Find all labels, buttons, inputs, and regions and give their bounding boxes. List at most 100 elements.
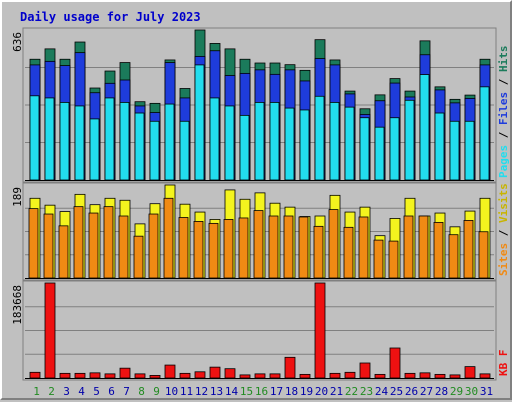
top-bar-pages-day-5 — [89, 118, 100, 181]
middle-bar-sites-day-29 — [448, 234, 459, 279]
top-bar-pages-day-13 — [209, 97, 220, 181]
top-bar-pages-day-1 — [29, 95, 40, 181]
top-bar-pages-day-11 — [179, 120, 190, 181]
top-bar-pages-day-26 — [404, 99, 415, 181]
bottom-bar-kb-f-day-2 — [44, 282, 56, 379]
middle-bar-sites-day-31 — [478, 231, 489, 279]
bottom-bar-kb-f-day-12 — [194, 371, 206, 379]
day-label-4: 4 — [78, 385, 85, 398]
day-label-11: 11 — [180, 385, 193, 398]
middle-bar-sites-day-1 — [28, 208, 39, 279]
day-label-31: 31 — [480, 385, 493, 398]
bottom-bar-kb-f-day-31 — [479, 373, 491, 379]
day-label-27: 27 — [420, 385, 433, 398]
top-bar-pages-day-19 — [299, 109, 310, 181]
top-bar-pages-day-15 — [239, 114, 250, 181]
bottom-bar-kb-f-day-25 — [389, 347, 401, 379]
day-label-17: 17 — [270, 385, 283, 398]
bottom-bar-kb-f-day-22 — [344, 371, 356, 379]
day-label-18: 18 — [285, 385, 298, 398]
top-bar-pages-day-25 — [389, 117, 400, 181]
bottom-bar-kb-f-day-6 — [104, 373, 116, 379]
day-label-24: 24 — [375, 385, 389, 398]
bottom-bar-kb-f-day-16 — [254, 373, 266, 379]
bottom-panel-border — [22, 280, 497, 381]
middle-bar-sites-day-10 — [163, 197, 174, 279]
top-ymax-label: 636 — [11, 32, 24, 52]
top-bar-pages-day-10 — [164, 103, 175, 181]
bottom-right-label: KB F — [497, 350, 510, 377]
top-bar-pages-day-27 — [419, 74, 430, 181]
day-label-28: 28 — [435, 385, 448, 398]
bottom-bar-kb-f-day-5 — [89, 372, 101, 379]
legend-visits: Visits — [497, 183, 510, 223]
top-bar-pages-day-23 — [359, 117, 370, 181]
middle-bar-sites-day-9 — [148, 213, 159, 279]
day-label-3: 3 — [63, 385, 70, 398]
legend--/-: / — [497, 223, 510, 243]
middle-bar-sites-day-24 — [373, 239, 384, 279]
day-label-9: 9 — [153, 385, 160, 398]
day-label-19: 19 — [300, 385, 313, 398]
bottom-bar-kb-f-day-7 — [119, 367, 131, 379]
day-label-2: 2 — [48, 385, 55, 398]
day-label-10: 10 — [165, 385, 178, 398]
legend-kb-f: KB F — [497, 350, 510, 377]
bottom-bar-kb-f-day-17 — [269, 373, 281, 379]
middle-bar-sites-day-20 — [313, 225, 324, 279]
middle-bar-sites-day-21 — [328, 209, 339, 279]
bottom-bar-kb-f-day-26 — [404, 372, 416, 379]
middle-bar-sites-day-11 — [178, 217, 189, 279]
legend--/-: / — [497, 125, 510, 145]
middle-bar-sites-day-30 — [463, 220, 474, 279]
legend-sites: Sites — [497, 243, 510, 276]
middle-bar-sites-day-22 — [343, 226, 354, 279]
legend-files: Files — [497, 92, 510, 125]
top-bar-pages-day-2 — [44, 97, 55, 181]
day-label-7: 7 — [123, 385, 130, 398]
bottom-bar-kb-f-day-18 — [284, 356, 296, 379]
top-bar-pages-day-30 — [464, 120, 475, 181]
top-bar-pages-day-31 — [479, 86, 490, 181]
middle-bar-sites-day-14 — [223, 219, 234, 279]
top-bar-pages-day-9 — [149, 120, 160, 181]
top-bar-pages-day-29 — [449, 120, 460, 181]
bottom-bar-kb-f-day-24 — [374, 373, 386, 379]
middle-bar-sites-day-23 — [358, 216, 369, 279]
middle-bar-sites-day-16 — [253, 210, 264, 279]
middle-bar-sites-day-6 — [103, 206, 114, 279]
day-label-23: 23 — [360, 385, 373, 398]
bottom-bar-kb-f-day-30 — [464, 366, 476, 379]
day-label-30: 30 — [465, 385, 478, 398]
top-bar-pages-day-14 — [224, 105, 235, 181]
bottom-bar-kb-f-day-4 — [74, 372, 86, 379]
middle-bar-sites-day-4 — [73, 206, 84, 279]
day-label-20: 20 — [315, 385, 328, 398]
top-bar-pages-day-12 — [194, 64, 205, 181]
day-label-16: 16 — [255, 385, 268, 398]
top-bar-pages-day-21 — [329, 102, 340, 181]
bottom-bar-kb-f-day-20 — [314, 282, 326, 379]
top-bar-pages-day-4 — [74, 105, 85, 181]
top-bar-pages-day-22 — [344, 106, 355, 181]
middle-bar-sites-day-8 — [133, 235, 144, 279]
middle-panel-border — [22, 182, 497, 281]
day-label-5: 5 — [93, 385, 100, 398]
top-bar-pages-day-20 — [314, 95, 325, 181]
legend-pages: Pages — [497, 145, 510, 178]
day-label-26: 26 — [405, 385, 418, 398]
top-bar-pages-day-17 — [269, 102, 280, 181]
day-label-29: 29 — [450, 385, 463, 398]
bottom-bar-kb-f-day-23 — [359, 362, 371, 379]
middle-right-label: Sites / Visits — [497, 183, 510, 276]
day-label-12: 12 — [195, 385, 208, 398]
middle-bar-sites-day-17 — [268, 215, 279, 279]
bottom-bar-kb-f-day-21 — [329, 372, 341, 379]
middle-bar-sites-day-7 — [118, 215, 129, 279]
top-bar-pages-day-16 — [254, 102, 265, 181]
bottom-bar-kb-f-day-3 — [59, 372, 71, 379]
bottom-bar-kb-f-day-27 — [419, 372, 431, 379]
bottom-bar-kb-f-day-14 — [224, 368, 236, 379]
